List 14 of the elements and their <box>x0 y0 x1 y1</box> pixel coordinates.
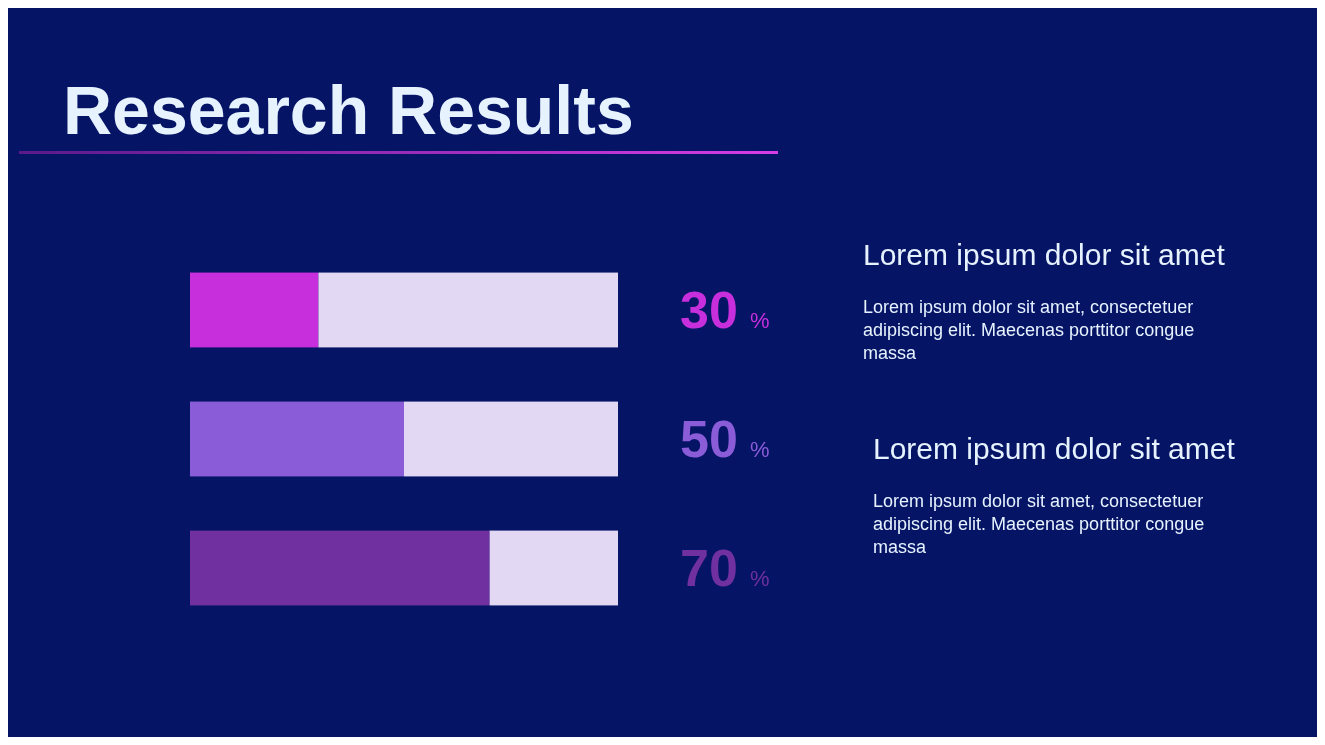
text: Lorem ipsum dolor sit amet <box>863 238 1226 271</box>
text: Lorem ipsum dolor sit amet, consectetuer adipiscing elit. Maecenas porttitor congue massa <box>873 491 1205 557</box>
text: Lorem ipsum dolor sit amet <box>873 432 1236 465</box>
chart-title: Research Results <box>63 72 634 148</box>
bar <box>318 272 618 348</box>
bar <box>190 530 490 606</box>
data-label: 70 % <box>680 539 770 598</box>
bar <box>190 272 319 348</box>
data-label: 30 % <box>680 280 770 339</box>
bar <box>489 530 618 606</box>
bar <box>190 401 404 477</box>
data-label: 50 % <box>680 410 770 468</box>
bar <box>404 401 618 477</box>
text: Lorem ipsum dolor sit amet, consectetuer adipiscing elit. Maecenas porttitor congue massa <box>863 297 1195 363</box>
